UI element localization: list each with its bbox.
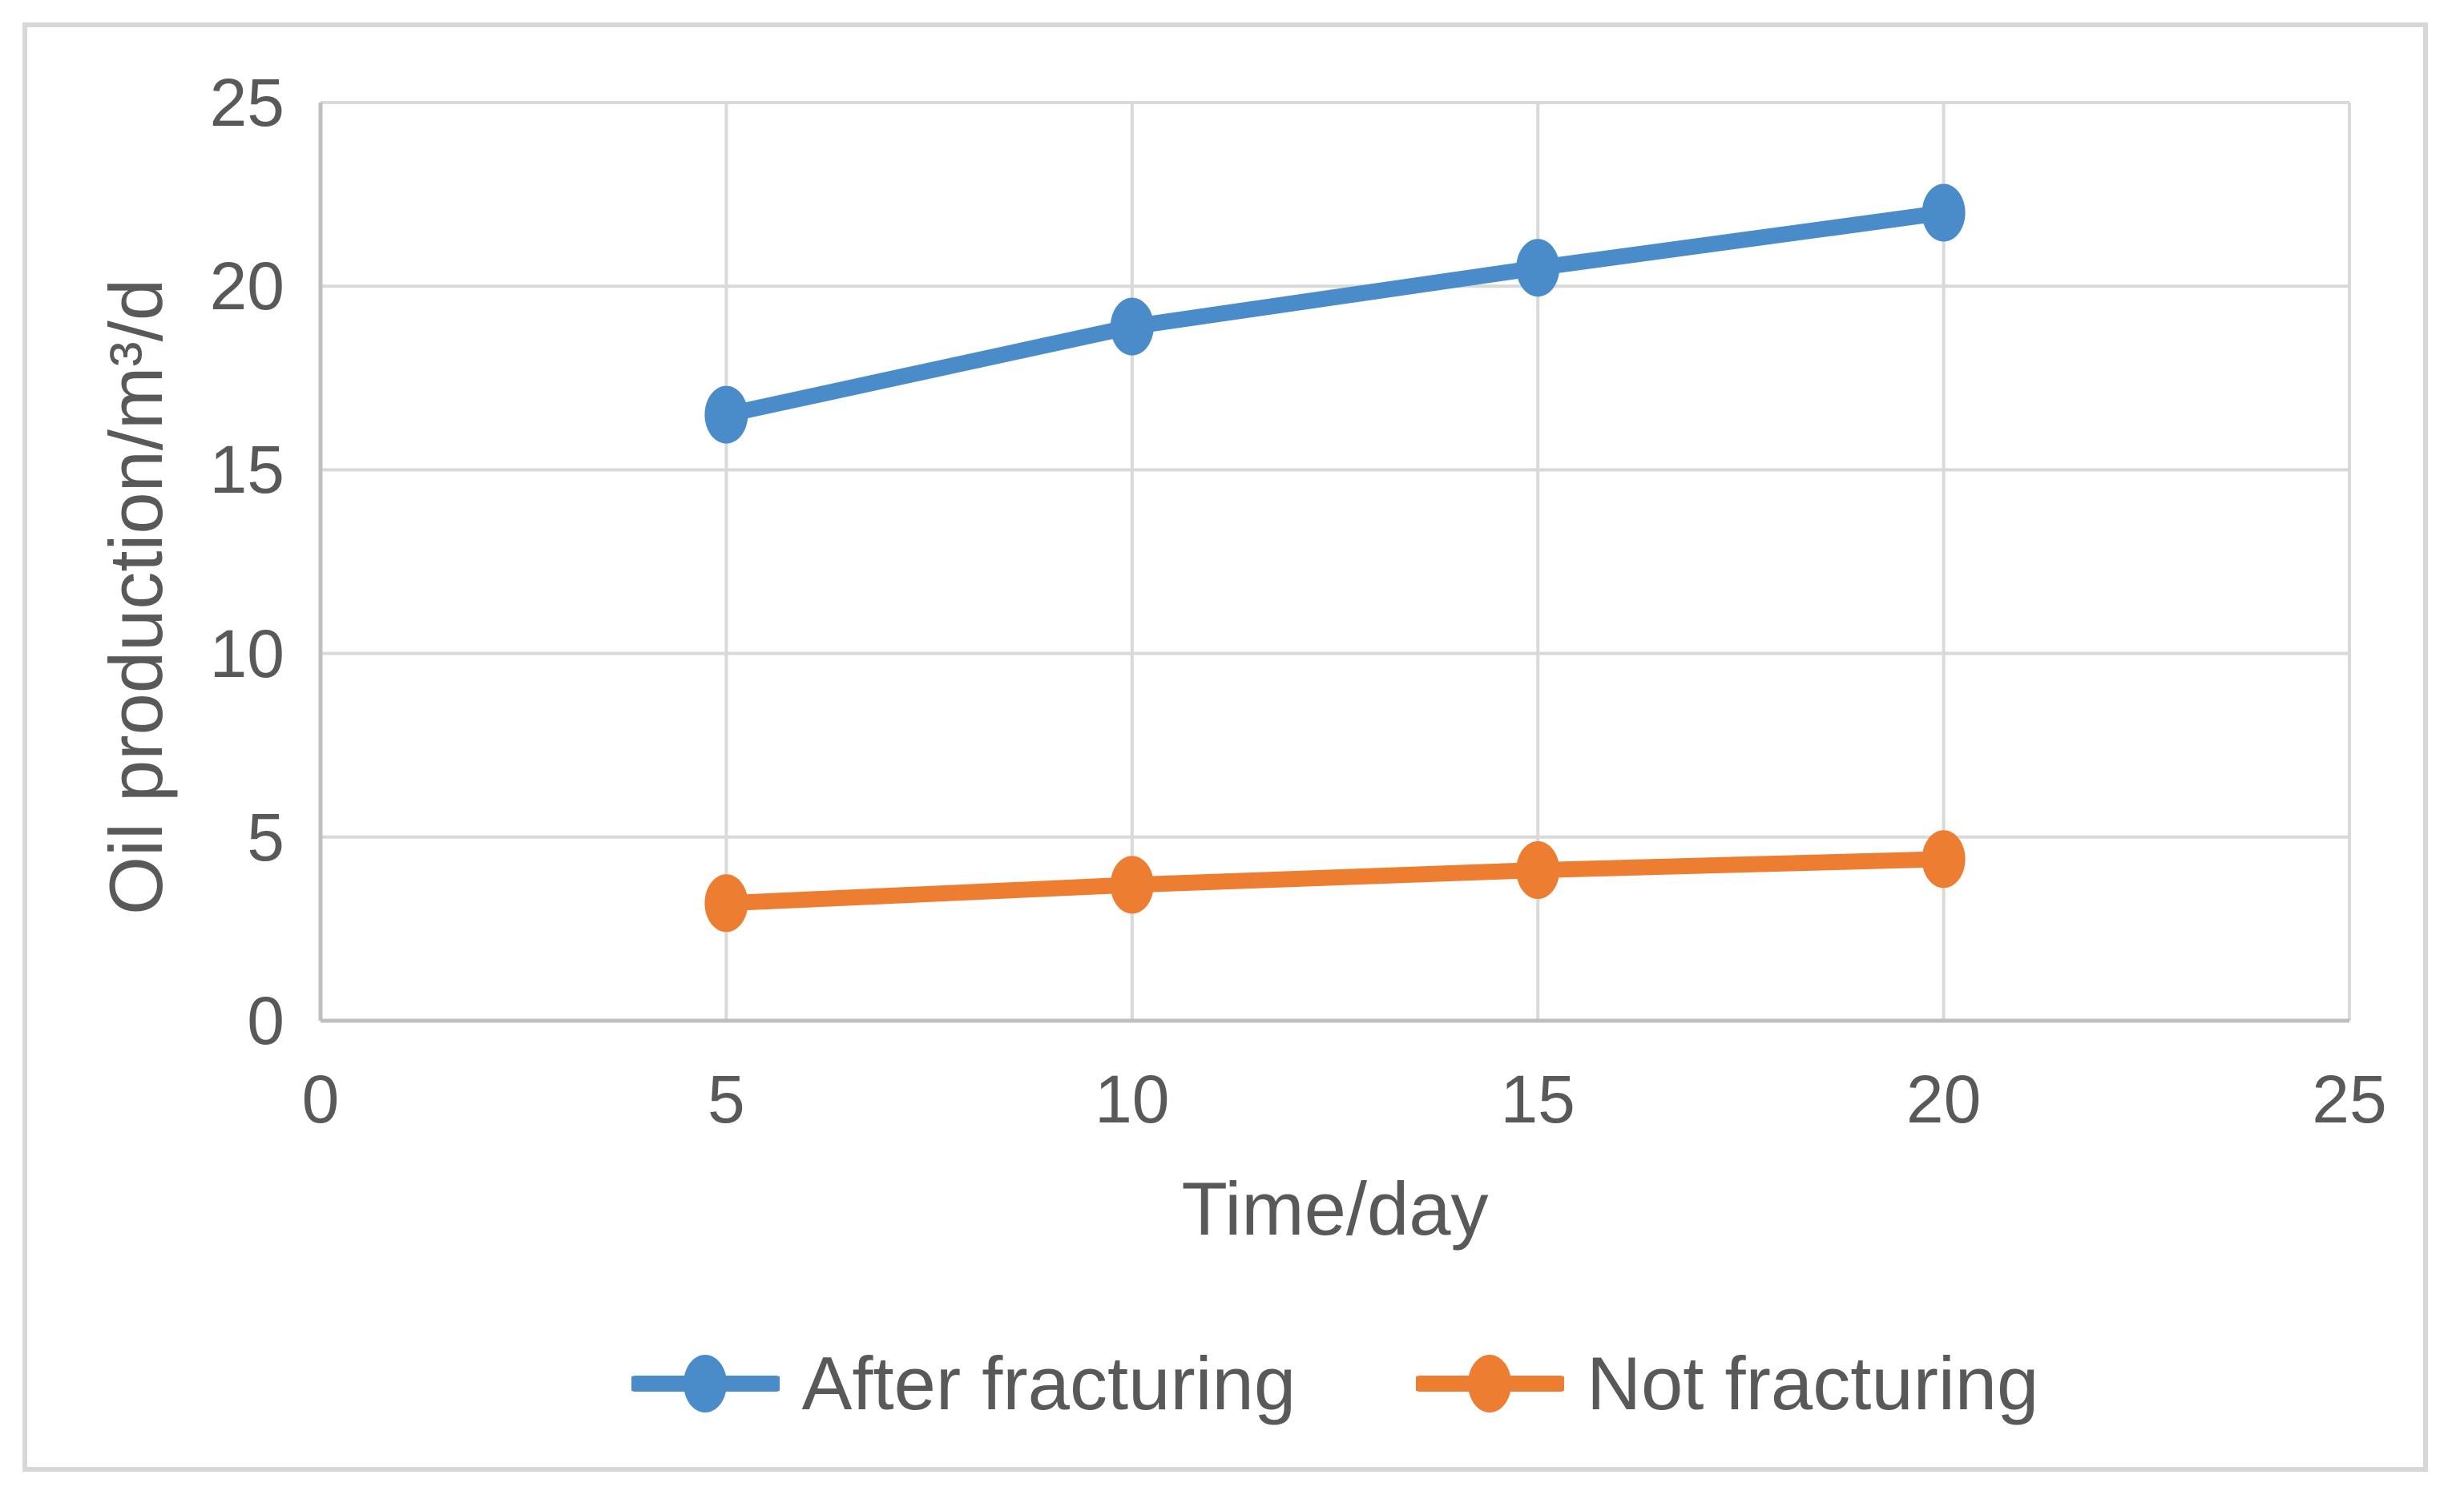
data-point-marker bbox=[1110, 297, 1154, 356]
series-line bbox=[718, 851, 1952, 912]
data-point-marker bbox=[704, 385, 748, 444]
data-point-marker bbox=[704, 874, 748, 933]
legend-entry: After fracturing bbox=[631, 1340, 1296, 1428]
x-tick-label: 25 bbox=[2312, 1062, 2387, 1137]
data-point-marker bbox=[1516, 239, 1560, 297]
y-tick-label: 10 bbox=[209, 615, 284, 691]
x-tick-label: 5 bbox=[708, 1062, 745, 1137]
data-point-marker bbox=[1922, 830, 1966, 889]
y-axis-title: Oil production/m³/d bbox=[94, 278, 178, 916]
y-tick-label: 5 bbox=[247, 799, 284, 875]
legend-entry: Not fracturing bbox=[1416, 1340, 2039, 1428]
data-point-marker bbox=[1922, 183, 1966, 242]
legend-marker-icon bbox=[1416, 1355, 1565, 1412]
x-tick-label: 15 bbox=[1500, 1062, 1575, 1137]
x-tick-label: 10 bbox=[1095, 1062, 1170, 1137]
y-tick-label: 15 bbox=[209, 432, 284, 508]
legend-label: After fracturing bbox=[801, 1341, 1297, 1425]
legend-marker-icon bbox=[631, 1355, 780, 1412]
data-point-marker bbox=[1516, 841, 1560, 900]
legend: After fracturing Not fracturing bbox=[321, 1340, 2349, 1428]
data-point-marker bbox=[1110, 856, 1154, 914]
legend-label: Not fracturing bbox=[1587, 1341, 2039, 1425]
y-tick-label: 25 bbox=[209, 65, 284, 140]
y-tick-label: 0 bbox=[247, 983, 284, 1058]
x-tick-label: 0 bbox=[301, 1062, 340, 1137]
series-line bbox=[718, 204, 1952, 423]
x-axis-title: Time/day bbox=[1181, 1167, 1489, 1251]
figure-border bbox=[22, 22, 2428, 1472]
x-tick-label: 20 bbox=[1905, 1062, 1982, 1137]
y-tick-label: 20 bbox=[209, 248, 284, 324]
